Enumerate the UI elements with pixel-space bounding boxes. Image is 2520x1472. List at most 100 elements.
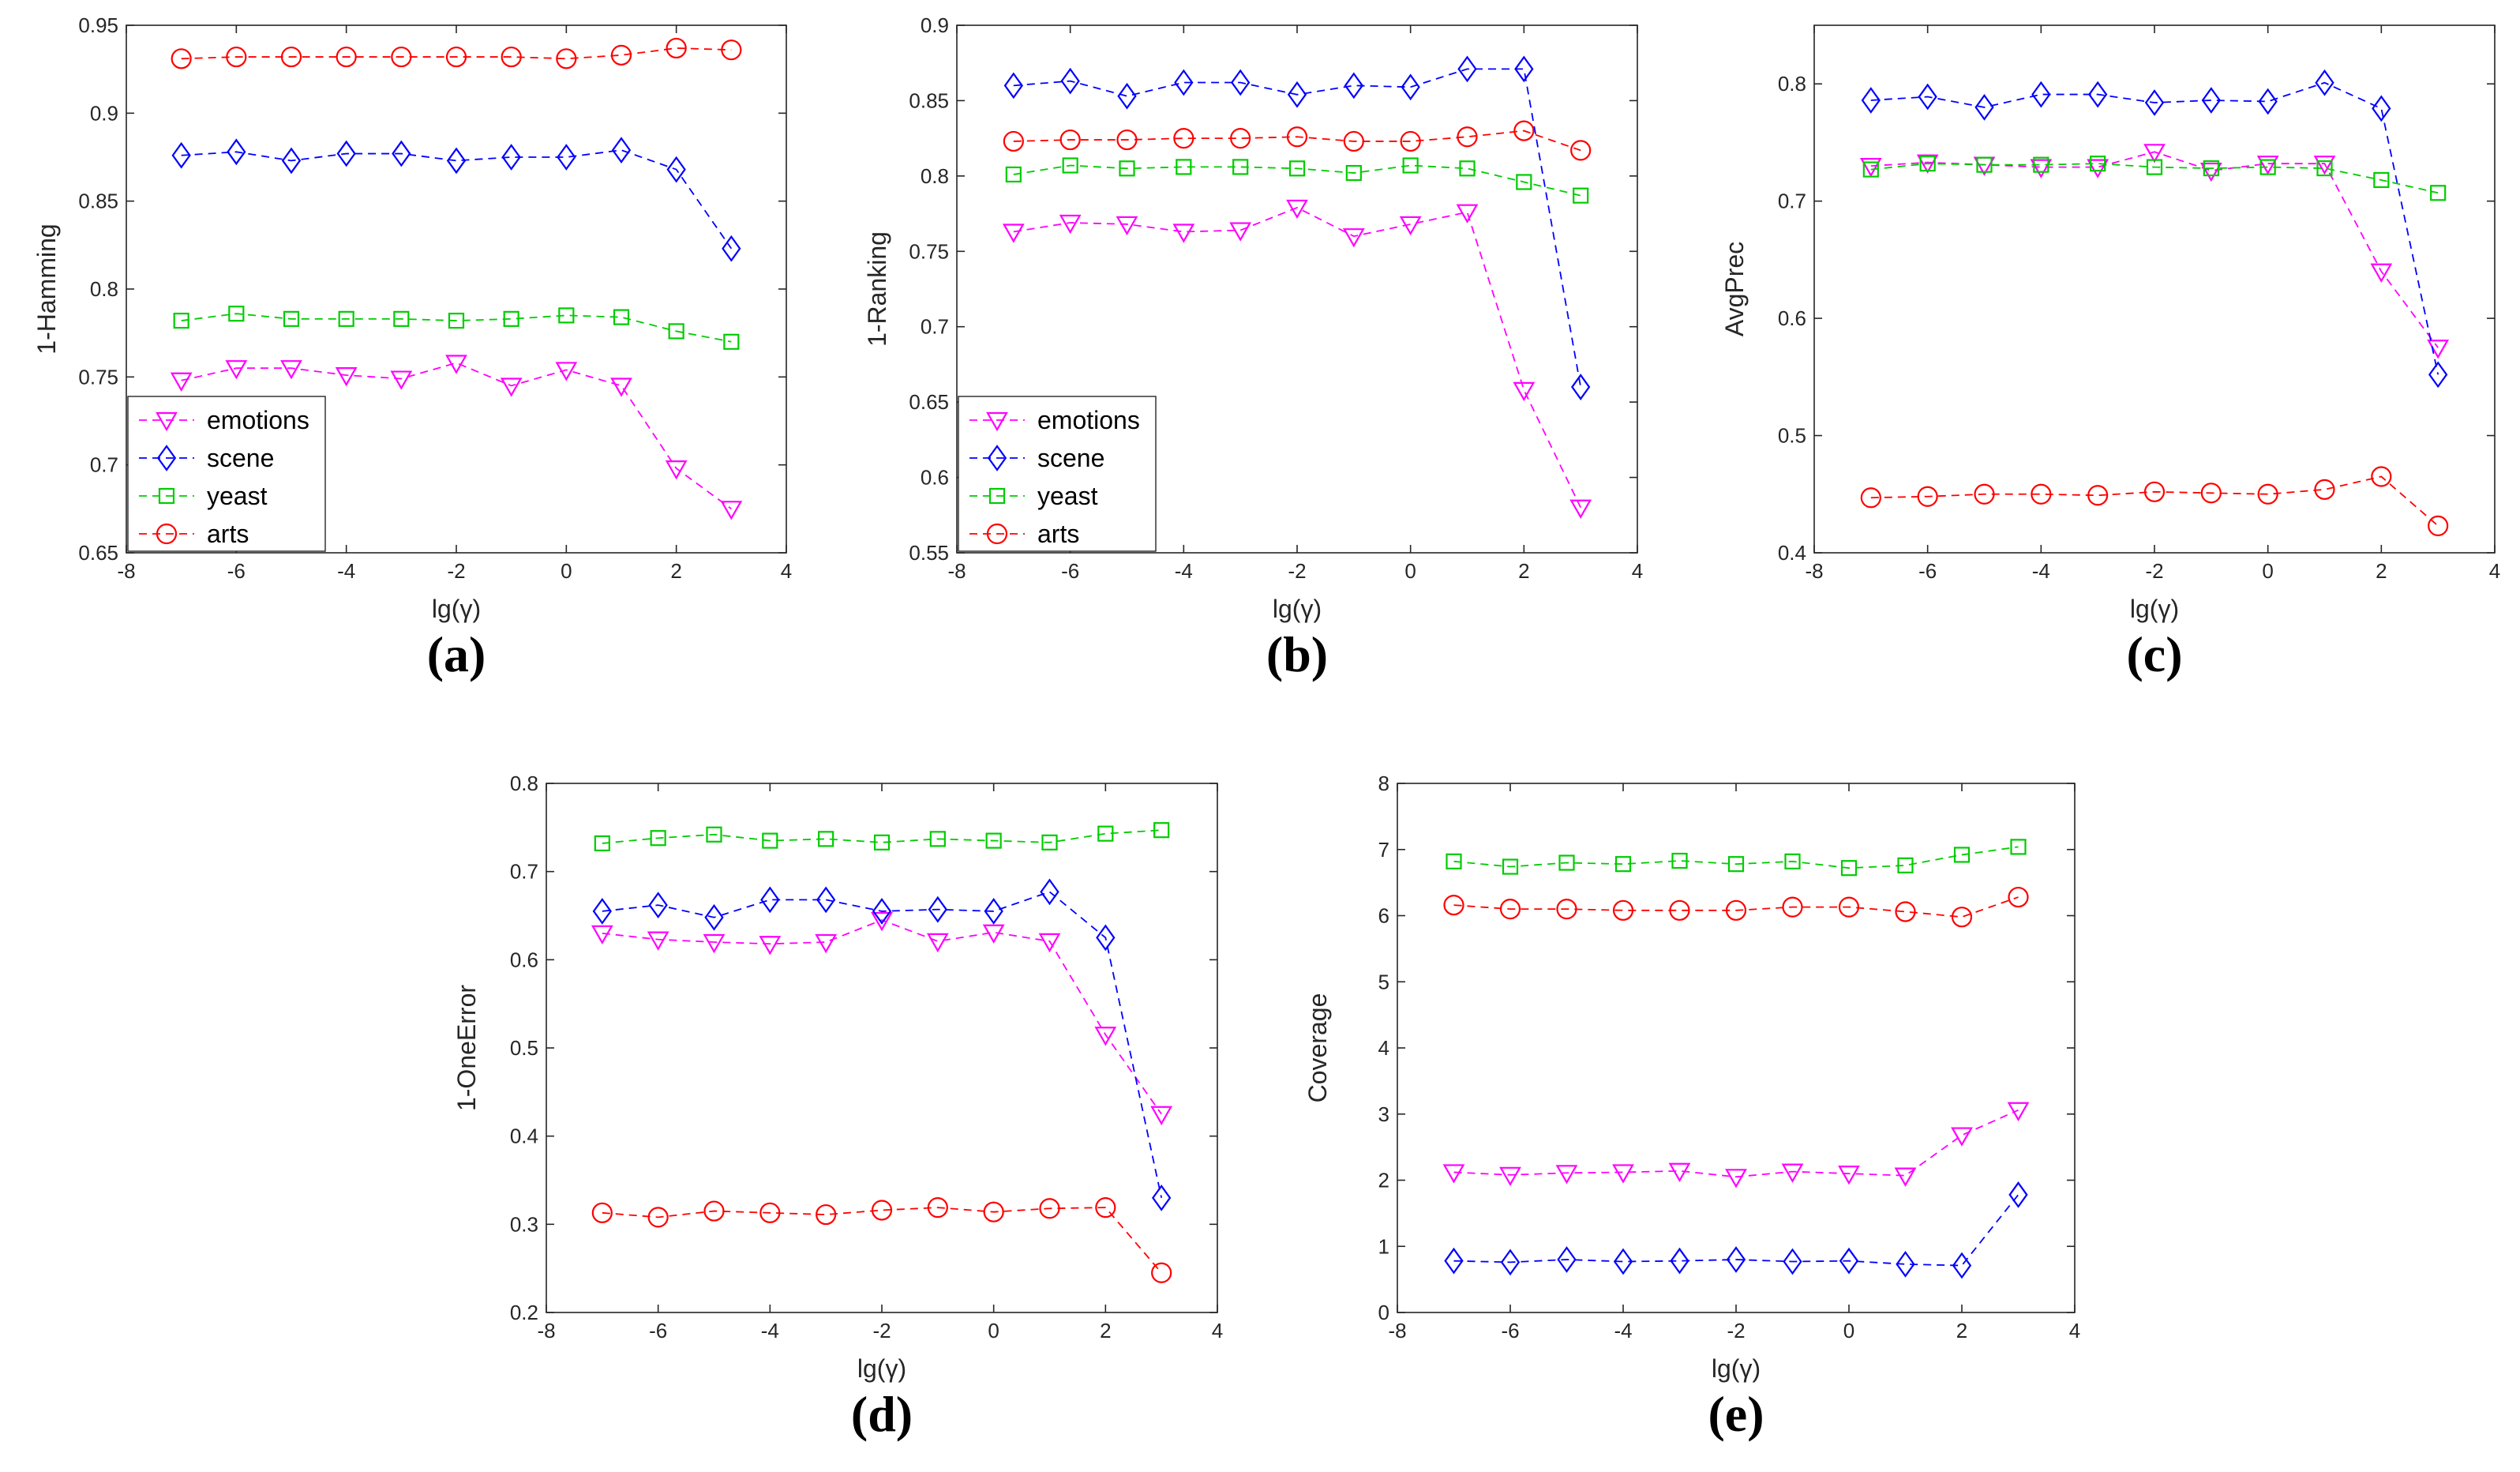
data-point-scene: [1514, 55, 1534, 83]
y-tick-label: 2: [1378, 1169, 1389, 1192]
data-point-arts: [1400, 130, 1421, 152]
data-point-arts: [1230, 128, 1251, 149]
y-tick-label: 0.6: [1778, 306, 1806, 330]
data-point-scene: [1839, 1247, 1859, 1275]
data-point-emotions: [2199, 162, 2222, 182]
data-point-arts: [610, 44, 632, 66]
data-point-arts: [280, 46, 302, 68]
data-point-emotions: [1456, 204, 1479, 223]
data-point-emotions: [1781, 1163, 1804, 1183]
data-point-yeast: [2316, 160, 2333, 177]
data-point-scene: [227, 138, 246, 166]
data-point-scene: [1613, 1248, 1633, 1275]
data-point-yeast: [1919, 156, 1936, 172]
x-tick-label: -6: [1061, 559, 1079, 583]
x-tick-label: 4: [1212, 1319, 1223, 1342]
data-point-yeast: [985, 832, 1002, 849]
data-point-scene: [704, 903, 724, 931]
x-tick-label: 0: [1404, 559, 1416, 583]
data-point-scene: [760, 886, 780, 914]
series-line-yeast: [602, 829, 1162, 844]
data-point-emotions: [445, 355, 467, 374]
x-tick-label: 4: [781, 559, 792, 583]
series-scene: [1444, 1181, 2028, 1279]
series-yeast: [173, 306, 740, 350]
series-yeast: [1446, 839, 2027, 877]
series-arts: [1443, 886, 2029, 928]
y-tick-label: 0.8: [1778, 72, 1806, 96]
data-point-emotions: [1569, 499, 1592, 519]
x-tick-label: -2: [447, 559, 465, 583]
x-tick-label: 2: [670, 559, 681, 583]
data-point-emotions: [703, 933, 726, 954]
x-tick-label: -6: [227, 559, 246, 583]
data-point-scene: [592, 898, 612, 925]
chart-panel-d: -8 -6 -4 -2 0 2 4 0.2 0.3 0.4 0.5 0.6 0.7 0.8 lg(γ) 1-O…: [452, 772, 1223, 1442]
data-point-scene: [446, 147, 467, 175]
y-tick-label: 0.4: [1778, 541, 1806, 565]
series-line-scene: [1453, 1194, 2019, 1267]
data-point-yeast: [503, 310, 519, 327]
series-yeast: [1862, 156, 2447, 201]
data-point-arts: [1457, 126, 1478, 148]
data-point-yeast: [1516, 174, 1532, 190]
series-line-scene: [1870, 81, 2439, 375]
series-line-arts: [1013, 130, 1581, 152]
data-point-yeast: [393, 310, 410, 327]
data-point-yeast: [2430, 185, 2447, 201]
series-arts: [591, 1197, 1172, 1283]
data-point-arts: [1095, 1197, 1116, 1219]
series-line-arts: [181, 47, 732, 60]
data-point-emotions: [647, 931, 669, 951]
data-point-arts: [556, 48, 577, 69]
data-point-scene: [2144, 89, 2165, 116]
x-tick-label: 2: [1100, 1319, 1111, 1342]
data-point-arts: [226, 46, 247, 68]
y-tick-label: 1: [1378, 1234, 1389, 1258]
data-point-yeast: [1671, 852, 1688, 869]
data-point-emotions: [871, 911, 893, 932]
data-point-emotions: [1555, 1165, 1578, 1185]
data-point-arts: [1951, 907, 1973, 928]
legend-label-emotions: emotions: [1037, 406, 1140, 434]
data-point-yeast: [706, 826, 722, 843]
series-emotions: [170, 355, 743, 520]
data-point-emotions: [2143, 144, 2166, 163]
series-line-arts: [1870, 475, 2439, 527]
data-point-yeast: [1402, 157, 1419, 174]
x-tick-label: -4: [1614, 1319, 1632, 1342]
y-tick-label: 0.6: [510, 948, 538, 971]
data-point-arts: [1838, 896, 1860, 918]
series-line-arts: [602, 1207, 1162, 1274]
y-axis-label: AvgPrec: [1720, 242, 1749, 336]
data-point-yeast: [1558, 854, 1575, 871]
data-point-arts: [1173, 128, 1194, 149]
data-point-emotions: [500, 377, 523, 397]
series-line-yeast: [181, 313, 732, 343]
data-point-scene: [1344, 72, 1363, 100]
chart-panel-e: -8 -6 -4 -2 0 2 4 0 1 2 3 4 5 6 7 8 lg(γ) Coverage (e): [1303, 772, 2080, 1442]
data-point-arts: [703, 1200, 725, 1222]
data-point-yeast: [1345, 164, 1362, 182]
series-emotions: [591, 911, 1173, 1125]
y-tick-label: 0.2: [510, 1301, 538, 1324]
y-tick-label: 0.75: [78, 365, 118, 389]
data-point-emotions: [1342, 228, 1365, 248]
data-point-arts: [1895, 901, 1916, 922]
data-point-arts: [2428, 515, 2449, 536]
data-point-emotions: [759, 936, 782, 956]
x-tick-label: -8: [1388, 1319, 1406, 1342]
data-point-arts: [2031, 483, 2052, 505]
x-axis-label: lg(γ): [857, 1354, 906, 1383]
data-point-arts: [1286, 126, 1308, 148]
x-tick-label: -2: [1288, 559, 1306, 583]
y-tick-label: 0.5: [1778, 424, 1806, 448]
data-point-arts: [1669, 899, 1690, 921]
data-point-scene: [1444, 1247, 1464, 1275]
series-line-scene: [602, 891, 1163, 1199]
data-point-scene: [1003, 72, 1023, 100]
x-tick-label: -8: [537, 1319, 555, 1342]
data-point-scene: [171, 141, 191, 169]
data-point-yeast: [1176, 159, 1192, 175]
y-tick-label: 0.8: [510, 772, 538, 795]
